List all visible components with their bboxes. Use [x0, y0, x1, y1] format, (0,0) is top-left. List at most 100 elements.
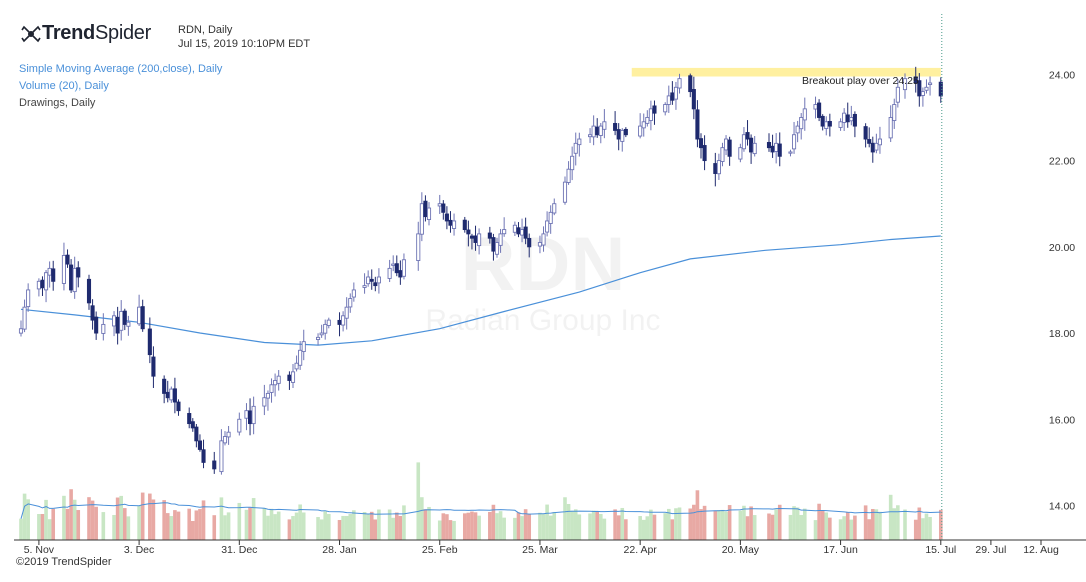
- candle: [838, 118, 843, 131]
- candle: [190, 418, 195, 432]
- candle: [151, 346, 156, 388]
- candle: [774, 133, 779, 164]
- candle: [376, 268, 381, 294]
- candle: [466, 220, 471, 247]
- timestamp: Jul 15, 2019 10:10PM EDT: [178, 38, 311, 50]
- volume-bar: [520, 516, 524, 540]
- volume-bar: [94, 506, 98, 540]
- volume-bar: [570, 510, 574, 540]
- volume-bar: [896, 505, 900, 540]
- volume-bar: [137, 505, 141, 540]
- volume-bar: [37, 514, 41, 540]
- y-tick-label: 20.00: [1049, 242, 1075, 254]
- volume-bar: [148, 493, 152, 540]
- volume-bar: [226, 512, 231, 540]
- candle: [40, 276, 45, 296]
- volume-bar: [591, 510, 596, 540]
- candle: [527, 233, 532, 258]
- candle: [219, 429, 224, 475]
- candle: [874, 133, 879, 154]
- candle: [326, 317, 331, 329]
- volume-bar: [140, 492, 145, 540]
- candle: [197, 434, 202, 452]
- breakout-zone[interactable]: [631, 67, 941, 77]
- candle: [670, 81, 675, 105]
- candle: [169, 386, 174, 403]
- volume-bar: [402, 505, 406, 540]
- volume-bar: [69, 489, 73, 540]
- indicator-drawings[interactable]: Drawings, Daily: [19, 97, 96, 109]
- volume-bar: [176, 511, 181, 540]
- candle: [498, 228, 503, 253]
- candle: [938, 77, 943, 103]
- candle: [294, 355, 299, 372]
- candle: [437, 194, 442, 214]
- indicator-volume[interactable]: Volume (20), Daily: [19, 80, 109, 92]
- candle: [863, 123, 868, 148]
- candle: [663, 102, 668, 116]
- candle: [842, 108, 847, 131]
- candle: [448, 211, 453, 233]
- candle: [917, 73, 922, 107]
- indicator-sma[interactable]: Simple Moving Average (200,close), Daily: [19, 63, 223, 75]
- volume-bar: [248, 507, 252, 540]
- volume-bar: [441, 513, 446, 540]
- volume-bar: [645, 516, 650, 540]
- volume-bar: [552, 511, 557, 540]
- volume-bar: [666, 508, 671, 540]
- volume-bar: [638, 516, 642, 540]
- candle: [562, 176, 568, 205]
- candle: [18, 320, 24, 337]
- candle: [749, 134, 754, 164]
- candle: [573, 132, 578, 166]
- volume-bar: [921, 518, 925, 540]
- candle: [545, 211, 550, 237]
- y-tick-label: 22.00: [1049, 156, 1075, 168]
- x-tick-label: 22. Apr: [624, 544, 658, 556]
- volume-bar: [573, 509, 578, 540]
- candle: [69, 259, 74, 293]
- axes: [14, 14, 1086, 541]
- candle: [827, 113, 832, 137]
- volume-bar: [649, 509, 653, 540]
- volume-bar: [491, 504, 496, 540]
- candle: [337, 312, 342, 337]
- x-axis: 5. Nov 3. Dec 31. Dec 28. Jan 25. Feb 25. Mar…: [24, 540, 1059, 556]
- candle: [477, 228, 482, 255]
- volume-bar: [298, 504, 302, 540]
- volume-bar: [516, 512, 521, 540]
- volume-bar: [394, 512, 399, 540]
- volume-bar: [466, 512, 471, 540]
- x-tick-label: 17. Jun: [823, 544, 858, 556]
- volume-bar: [913, 519, 918, 540]
- volume-bar: [767, 513, 771, 540]
- volume-bar: [688, 508, 693, 540]
- candle: [348, 293, 353, 313]
- volume-bar: [212, 515, 217, 540]
- volume-bar: [602, 518, 607, 540]
- volume-bar: [538, 512, 542, 540]
- volume-bar: [870, 508, 875, 540]
- y-tick-label: 14.00: [1049, 501, 1075, 513]
- candle: [273, 373, 278, 397]
- candle: [641, 113, 646, 137]
- volume-bar: [677, 507, 682, 540]
- volume-bar: [40, 513, 45, 540]
- breakout-zone-rect[interactable]: [631, 67, 941, 77]
- volume-bar: [828, 517, 832, 540]
- volume-bar: [44, 499, 48, 540]
- volume-bar: [588, 513, 592, 540]
- volume-bar: [244, 509, 249, 540]
- x-tick-label: 20. May: [722, 544, 760, 556]
- candle: [391, 255, 396, 272]
- candle: [688, 73, 693, 98]
- volume-bar: [87, 497, 91, 540]
- candle: [777, 132, 782, 167]
- volume-bar: [595, 511, 600, 540]
- candle: [61, 242, 66, 291]
- candle: [849, 105, 854, 126]
- candle: [602, 109, 607, 139]
- volume-bar: [888, 494, 893, 540]
- volume-bar: [76, 510, 81, 540]
- candle: [924, 79, 929, 94]
